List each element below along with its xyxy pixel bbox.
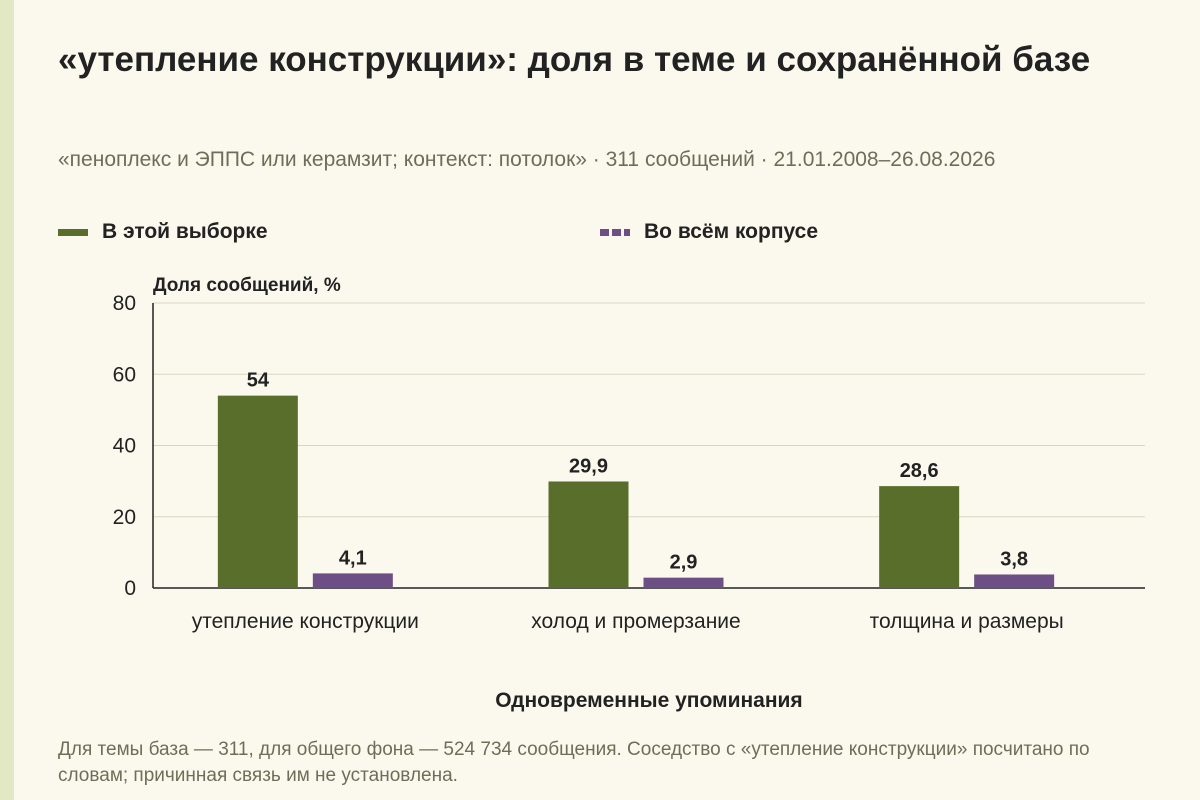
y-axis-label: Доля сообщений, % — [153, 275, 341, 296]
x-tick-label-0: утепление конструкции — [192, 610, 419, 633]
legend-item-corpus: Во всём корпусе — [600, 219, 818, 245]
y-tick-label-40: 40 — [113, 435, 136, 458]
legend-swatch-corpus — [600, 228, 630, 236]
bar-corpus-1 — [643, 577, 724, 588]
bar-sample-2 — [879, 486, 960, 588]
chart-subtitle: «пеноплекс и ЭППС или керамзит; контекст… — [58, 148, 996, 171]
y-tick-label-0: 0 — [124, 577, 136, 600]
bar-corpus-0 — [312, 573, 393, 588]
left-accent-stripe — [0, 0, 14, 800]
bars-layer: 54 4,1 29,9 2,9 28,6 3,8 — [217, 370, 1055, 588]
x-tick-label-2: толщина и размеры — [870, 610, 1064, 633]
bar-sample-0 — [217, 395, 298, 588]
x-axis-label: Одновременные упоминания — [495, 689, 802, 712]
y-tick-label-20: 20 — [113, 506, 136, 529]
data-label-corpus-0: 4,1 — [339, 547, 367, 569]
grid-layer — [153, 302, 1145, 518]
data-label-sample-1: 29,9 — [569, 455, 608, 477]
x-tick-label-1: холод и промерзание — [531, 610, 740, 633]
legend-swatch-sample — [58, 228, 88, 236]
y-tick-label-80: 80 — [113, 292, 136, 315]
legend-label-sample: В этой выборке — [102, 220, 268, 243]
y-tick-label-60: 60 — [113, 363, 136, 386]
data-label-corpus-2: 3,8 — [1000, 548, 1028, 570]
data-label-sample-0: 54 — [247, 370, 270, 392]
legend-item-sample: В этой выборке — [58, 219, 268, 245]
legend-label-corpus: Во всём корпусе — [644, 220, 819, 243]
bar-corpus-2 — [974, 574, 1055, 588]
footnote: Для темы база — 311, для общего фона — 5… — [58, 739, 1090, 786]
data-label-corpus-1: 2,9 — [670, 552, 698, 574]
chart-title: «утепление конструкции»: доля в теме и с… — [58, 40, 1091, 79]
data-label-sample-2: 28,6 — [900, 460, 939, 482]
bar-sample-1 — [548, 481, 629, 588]
